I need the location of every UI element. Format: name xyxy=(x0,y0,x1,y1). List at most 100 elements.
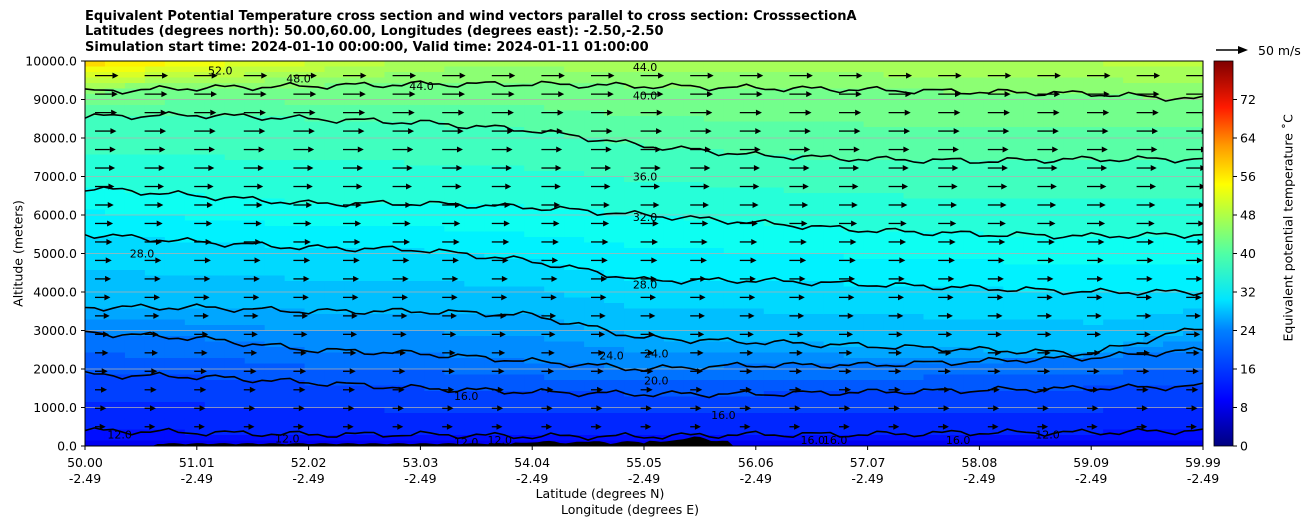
field-cell xyxy=(663,198,685,205)
field-cell xyxy=(124,286,146,293)
field-cell xyxy=(843,99,865,106)
field-cell xyxy=(1023,341,1044,348)
field-cell xyxy=(1063,369,1084,376)
field-cell xyxy=(703,215,725,222)
field-cell xyxy=(963,429,984,436)
field-cell xyxy=(404,127,425,134)
field-cell xyxy=(504,314,525,321)
field-cell xyxy=(883,369,905,376)
field-cell xyxy=(124,83,146,90)
field-cell xyxy=(304,143,326,150)
field-cell xyxy=(983,121,1004,128)
field-cell xyxy=(264,182,286,189)
field-cell xyxy=(1023,385,1044,392)
wind-vector-head xyxy=(1048,238,1055,245)
field-cell xyxy=(1123,105,1144,112)
field-cell xyxy=(364,215,386,222)
field-cell xyxy=(1143,270,1164,277)
wind-vector-head xyxy=(310,91,317,98)
field-cell xyxy=(424,226,445,233)
field-cell xyxy=(504,165,525,172)
field-cell xyxy=(304,435,326,442)
field-cell xyxy=(983,253,1004,260)
field-cell xyxy=(204,281,226,288)
field-cell xyxy=(1043,385,1064,392)
field-cell xyxy=(783,292,805,299)
field-cell xyxy=(983,105,1004,112)
wind-vector-head xyxy=(893,405,900,412)
field-cell xyxy=(244,242,266,249)
field-cell xyxy=(1183,396,1203,403)
field-cell xyxy=(424,336,445,343)
field-cell xyxy=(104,319,126,326)
colorbar-tick-label: 8 xyxy=(1240,400,1248,415)
field-cell xyxy=(1163,165,1184,172)
wind-vector-head xyxy=(400,331,407,338)
field-cell xyxy=(564,424,585,431)
field-cell xyxy=(364,165,386,172)
field-cell xyxy=(564,385,585,392)
wind-vector-head xyxy=(997,275,1004,282)
field-cell xyxy=(264,336,286,343)
field-cell xyxy=(1083,413,1104,420)
wind-vector-head xyxy=(309,109,316,116)
field-cell xyxy=(963,341,984,348)
field-cell xyxy=(763,138,785,145)
field-cell xyxy=(584,336,605,343)
field-cell xyxy=(1143,83,1164,90)
field-cell xyxy=(564,429,585,436)
field-cell xyxy=(644,83,665,90)
field-cell xyxy=(384,435,406,442)
field-cell xyxy=(1043,143,1064,150)
field-cell xyxy=(983,314,1004,321)
field-cell xyxy=(85,226,106,233)
wind-vector-head xyxy=(1052,128,1059,135)
field-cell xyxy=(723,402,745,409)
wind-vector-head xyxy=(596,405,603,412)
wind-vector-head xyxy=(803,165,810,172)
field-cell xyxy=(783,374,805,381)
field-cell xyxy=(803,215,825,222)
field-cell xyxy=(604,380,625,387)
field-cell xyxy=(763,77,785,84)
field-cell xyxy=(144,66,166,73)
field-cell xyxy=(104,380,126,387)
field-cell xyxy=(504,209,525,216)
field-cell xyxy=(164,215,186,222)
field-cell xyxy=(743,374,765,381)
wind-vector-head xyxy=(548,349,555,356)
field-cell xyxy=(1023,209,1044,216)
field-cell xyxy=(803,88,825,95)
field-cell xyxy=(943,264,965,271)
field-cell xyxy=(204,418,226,425)
field-cell xyxy=(1063,204,1084,211)
field-cell xyxy=(584,110,605,117)
field-cell xyxy=(783,413,805,420)
field-cell xyxy=(703,187,725,194)
field-cell xyxy=(763,237,785,244)
field-cell xyxy=(264,418,286,425)
field-cell xyxy=(144,176,166,183)
field-cell xyxy=(224,369,246,376)
field-cell xyxy=(963,209,984,216)
field-cell xyxy=(683,242,705,249)
field-cell xyxy=(324,281,346,288)
wind-vector-head xyxy=(210,109,217,116)
field-cell xyxy=(783,319,805,326)
field-cell xyxy=(923,209,945,216)
field-cell xyxy=(424,143,445,150)
field-cell xyxy=(743,215,765,222)
field-cell xyxy=(1063,66,1084,73)
wind-vector-head xyxy=(599,312,606,319)
wind-vector-head xyxy=(402,294,409,301)
wind-vector-head xyxy=(404,220,411,227)
field-cell xyxy=(604,391,625,398)
field-cell xyxy=(1123,237,1144,244)
field-cell xyxy=(384,259,406,266)
field-cell xyxy=(783,369,805,376)
field-cell xyxy=(883,286,905,293)
field-cell xyxy=(923,341,945,348)
field-cell xyxy=(903,215,925,222)
field-cell xyxy=(85,66,106,73)
field-cell xyxy=(783,297,805,304)
